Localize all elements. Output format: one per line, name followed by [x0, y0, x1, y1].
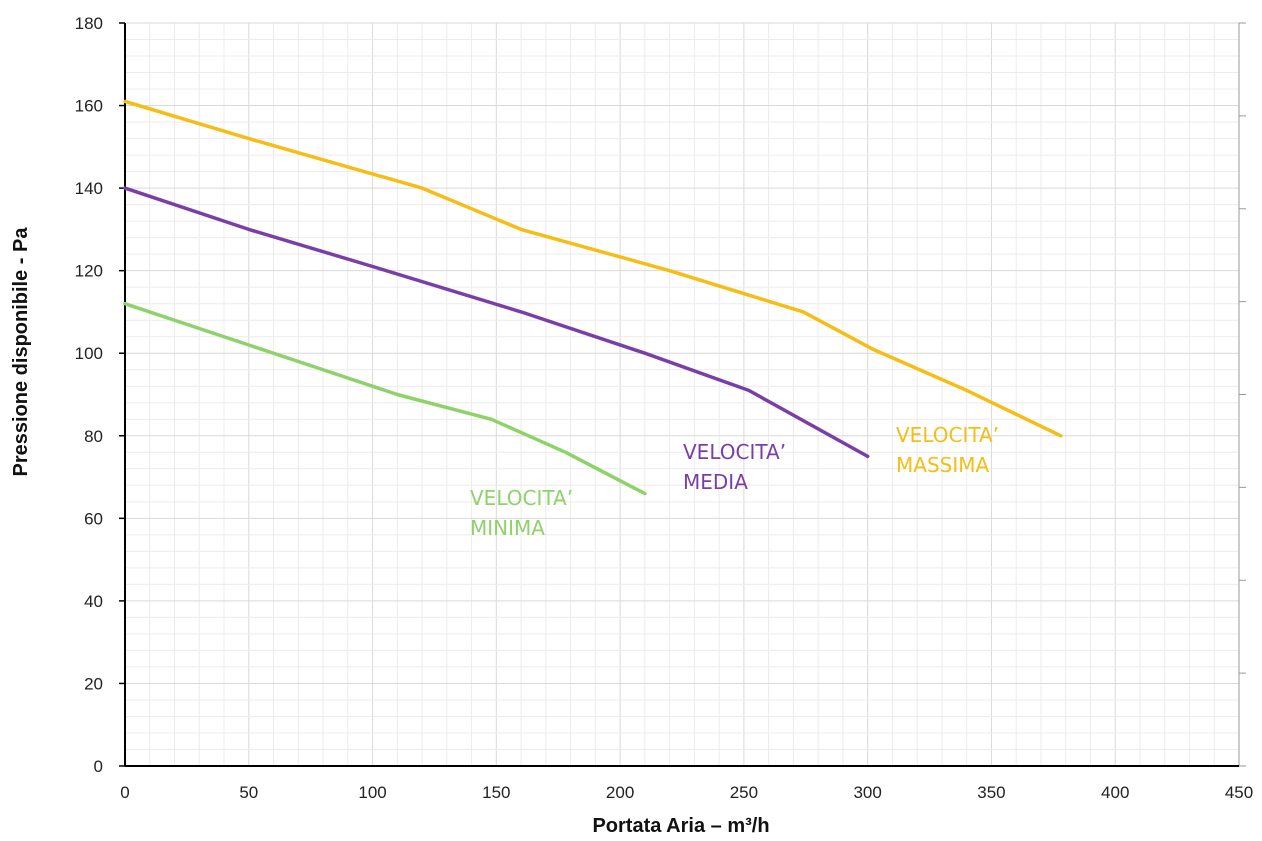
series-label-massima: VELOCITA’ MASSIMA: [896, 423, 999, 477]
series-line-media: [123, 186, 870, 459]
x-tick-label: 0: [120, 783, 129, 802]
y-tick-label: 180: [75, 14, 103, 33]
axes: [119, 22, 1246, 767]
series-label-minima: VELOCITA’ MINIMA: [470, 486, 573, 540]
y-tick-label: 120: [75, 262, 103, 281]
x-tick-label: 400: [1101, 783, 1129, 802]
series-lines: [123, 99, 1063, 496]
y-tick-label: 80: [84, 427, 103, 446]
series-label-line: MEDIA: [683, 470, 748, 494]
series-line-minima: [123, 301, 647, 496]
y-axis-title: Pressione disponibile - Pa: [10, 227, 32, 477]
grid: [124, 22, 1240, 767]
x-tick-label: 450: [1225, 783, 1253, 802]
x-tick-label: 150: [482, 783, 510, 802]
series-label-line: VELOCITA’: [683, 440, 786, 464]
series-label-media: VELOCITA’ MEDIA: [683, 440, 786, 494]
x-tick-label: 300: [853, 783, 881, 802]
x-tick-label: 200: [606, 783, 634, 802]
y-tick-label: 160: [75, 97, 103, 116]
tick-labels: 0 50 100 150 200 250 300 350 400 450 0 20 40 60 80 100 1…: [75, 14, 1254, 802]
y-tick-label: 20: [84, 674, 103, 693]
x-axis-title: Portata Aria – m³/h: [592, 815, 769, 837]
y-tick-label: 0: [94, 757, 103, 776]
x-tick-label: 350: [977, 783, 1005, 802]
y-tick-label: 60: [84, 509, 103, 528]
y-tick-label: 140: [75, 179, 103, 198]
y-tick-label: 40: [84, 592, 103, 611]
x-tick-label: 250: [730, 783, 758, 802]
x-tick-label: 100: [358, 783, 386, 802]
series-label-line: VELOCITA’: [896, 423, 999, 447]
series-label-line: MASSIMA: [896, 453, 989, 477]
series-labels: VELOCITA’ MINIMA VELOCITA’ MEDIA VELOCITA’ MA…: [470, 423, 999, 540]
y-tick-label: 100: [75, 344, 103, 363]
series-line-massima: [123, 99, 1063, 438]
series-label-line: MINIMA: [470, 516, 545, 540]
x-tick-label: 50: [239, 783, 258, 802]
series-label-line: VELOCITA’: [470, 486, 573, 510]
